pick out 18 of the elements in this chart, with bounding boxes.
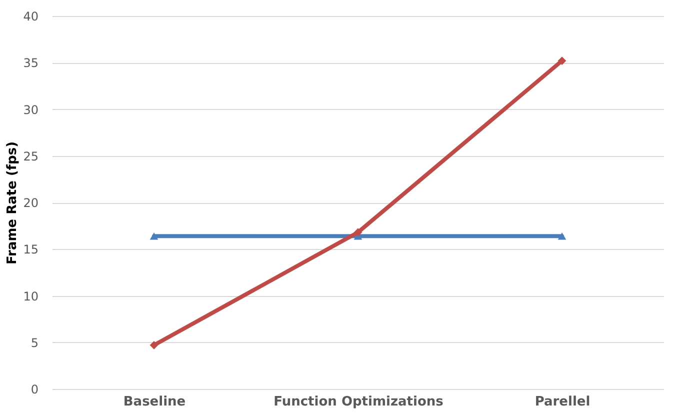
y-tick-label: 0 [30, 382, 38, 396]
point [354, 228, 362, 237]
point [558, 232, 566, 240]
point [150, 340, 158, 350]
y-tick-label: 20 [23, 196, 38, 210]
y-tick-label: 5 [30, 336, 38, 350]
point [150, 232, 158, 240]
y-tick-label: 35 [23, 56, 38, 70]
x-tick-label: Parellel [534, 394, 590, 410]
y-tick-label: 40 [23, 10, 38, 24]
point [558, 56, 566, 65]
x-tick-label: Baseline [123, 394, 186, 410]
y-axis-title: Frame Rate (fps) [5, 141, 20, 265]
y-tick-label: 25 [23, 149, 38, 164]
y-tick-label: 15 [23, 242, 38, 257]
y-tick-label: 30 [23, 102, 38, 117]
y-tick-label: 10 [23, 289, 38, 304]
x-tick-label: Function Optimizations [274, 394, 444, 410]
